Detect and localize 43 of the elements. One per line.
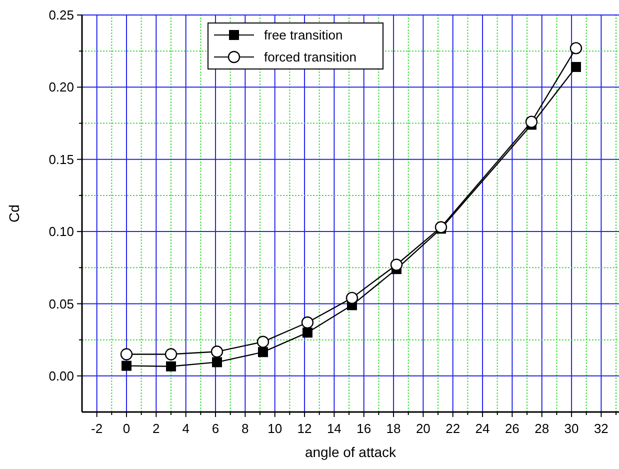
x-tick-label: 12 [297, 421, 312, 436]
point [390, 258, 403, 271]
y-tick-label: 0.20 [48, 80, 74, 95]
y-tick-label: 0.00 [48, 368, 74, 384]
x-tick-label: 14 [326, 421, 342, 436]
point [570, 62, 581, 72]
x-tick-label: 32 [594, 421, 608, 436]
x-tick-label: 24 [475, 421, 490, 436]
x-tick-label: 8 [242, 421, 249, 436]
x-tick-label: 16 [356, 421, 372, 436]
y-axis-title: Cd [6, 204, 22, 222]
point [346, 292, 358, 304]
point [256, 336, 270, 348]
point [212, 357, 222, 368]
point [166, 361, 176, 372]
x-tick-label: 4 [182, 421, 190, 436]
point [525, 116, 538, 128]
x-tick-label: 0 [122, 421, 130, 436]
x-tick-label: -2 [91, 421, 103, 436]
point [122, 360, 132, 371]
point [258, 347, 268, 358]
x-tick-label: 30 [564, 421, 579, 436]
y-tick-label: 0.10 [48, 224, 74, 240]
x-tick-label: 18 [386, 421, 401, 436]
point [210, 346, 224, 358]
x-tick-label: 6 [212, 421, 220, 436]
y-tick-label: 0.05 [48, 296, 74, 312]
point [120, 348, 133, 360]
x-tick-label: 28 [534, 421, 550, 436]
x-tick-label: 22 [446, 421, 460, 436]
x-tick-label: 2 [152, 421, 160, 436]
legend-label: forced transition [264, 50, 356, 65]
point [302, 328, 312, 338]
point [570, 42, 582, 54]
point [301, 316, 314, 329]
point [164, 348, 178, 360]
x-tick-label: 20 [416, 421, 430, 436]
x-tick-label: 26 [504, 421, 520, 436]
y-tick-label: 0.25 [48, 8, 74, 23]
x-axis-title: angle of attack [304, 444, 398, 460]
x-tick-label: 10 [268, 421, 282, 436]
legend-label: free transition [264, 28, 343, 43]
y-tick-label: 0.15 [48, 152, 74, 167]
